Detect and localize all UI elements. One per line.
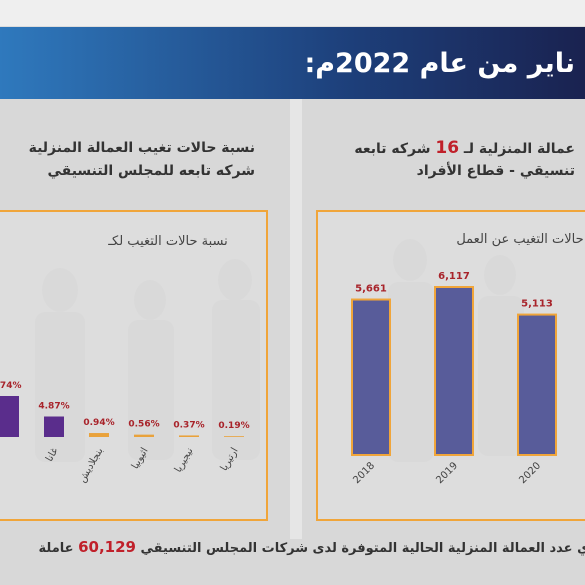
bar [351, 298, 391, 456]
panel-text: عمالة المنزلية لـ 16 شركه تابعه [354, 138, 575, 158]
header-band [0, 27, 585, 99]
panel-text: تنسيقي - قطاع الأفراد [416, 163, 575, 179]
text: عاملة [38, 541, 74, 556]
bar [179, 435, 199, 437]
header-title: ناير من عام 2022م: [304, 48, 575, 79]
bar [434, 286, 474, 456]
value-label: 5,113 [521, 299, 553, 310]
text: عمالة المنزلية لـ [463, 141, 575, 157]
footer-text: ي عدد العمالة المنزلية الحالية المتوفرة … [39, 538, 585, 556]
chart-title: حالات التغيب عن العمل [456, 232, 583, 247]
chart-title: نسبة حالات التغيب لكـ [107, 234, 228, 249]
text: ي عدد العمالة المنزلية الحالية المتوفرة … [140, 541, 585, 556]
bar [224, 436, 244, 437]
value-label: 0.37% [173, 420, 204, 430]
value-label: 6,117 [438, 271, 470, 282]
value-label: .74% [0, 381, 21, 391]
text: شركه تابعه [354, 141, 431, 157]
left-chart-box [0, 210, 268, 521]
bar [517, 313, 557, 457]
bar [0, 396, 19, 437]
value-label: 4.87% [38, 402, 69, 412]
value-label: 0.19% [218, 421, 249, 431]
value-label: 0.56% [128, 420, 159, 430]
value-label: 5,661 [355, 284, 387, 295]
bar [89, 433, 109, 437]
top-strip [0, 0, 585, 26]
number: 16 [435, 138, 460, 158]
panel-text: شركه تابعه للمجلس التنسيقي [47, 163, 255, 179]
divider [290, 99, 302, 539]
value-label: 0.94% [83, 418, 114, 428]
bar [134, 434, 154, 437]
number: 60,129 [78, 538, 136, 556]
bar [44, 416, 64, 437]
panel-text: نسبة حالات تغيب العمالة المنزلية [28, 140, 255, 156]
